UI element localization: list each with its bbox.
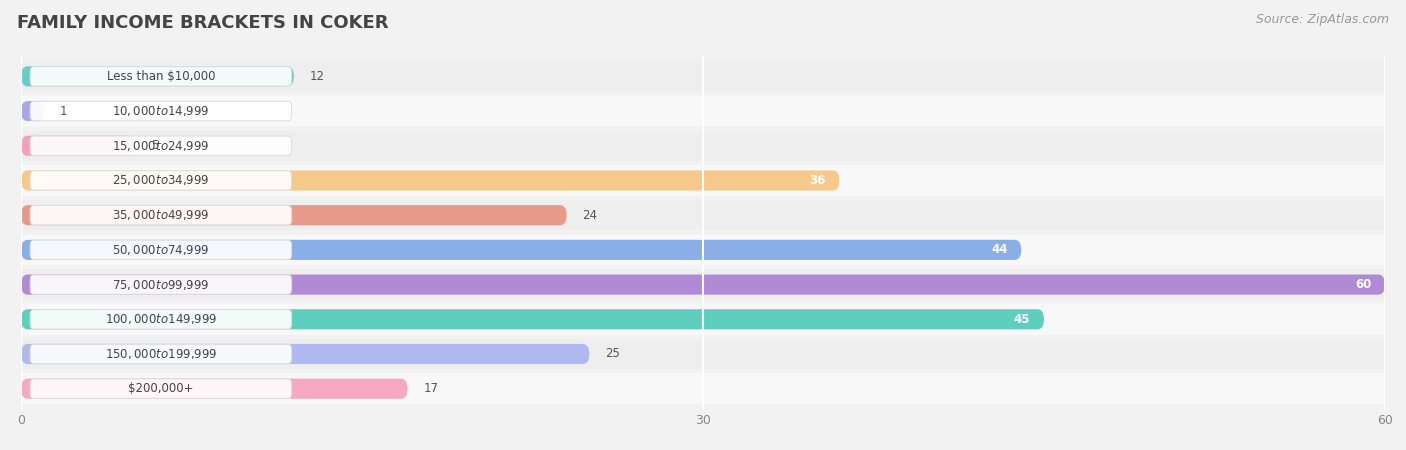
Text: 24: 24 bbox=[582, 209, 598, 222]
Text: 25: 25 bbox=[605, 347, 620, 360]
Text: $150,000 to $199,999: $150,000 to $199,999 bbox=[104, 347, 217, 361]
FancyBboxPatch shape bbox=[21, 344, 589, 364]
Bar bbox=[21, 234, 1385, 265]
FancyBboxPatch shape bbox=[21, 378, 408, 399]
Bar bbox=[21, 61, 1385, 92]
Text: 36: 36 bbox=[810, 174, 825, 187]
FancyBboxPatch shape bbox=[30, 344, 291, 364]
Text: $10,000 to $14,999: $10,000 to $14,999 bbox=[112, 104, 209, 118]
Text: 17: 17 bbox=[423, 382, 439, 395]
FancyBboxPatch shape bbox=[30, 171, 291, 190]
FancyBboxPatch shape bbox=[30, 206, 291, 225]
Text: $50,000 to $74,999: $50,000 to $74,999 bbox=[112, 243, 209, 257]
Text: 44: 44 bbox=[991, 243, 1008, 256]
Bar bbox=[21, 269, 1385, 300]
Text: FAMILY INCOME BRACKETS IN COKER: FAMILY INCOME BRACKETS IN COKER bbox=[17, 14, 388, 32]
Bar bbox=[21, 130, 1385, 161]
FancyBboxPatch shape bbox=[21, 101, 44, 121]
Bar bbox=[21, 304, 1385, 334]
Text: 1: 1 bbox=[59, 104, 67, 117]
FancyBboxPatch shape bbox=[21, 136, 135, 156]
Bar bbox=[21, 374, 1385, 404]
FancyBboxPatch shape bbox=[21, 240, 1021, 260]
Text: $200,000+: $200,000+ bbox=[128, 382, 194, 395]
Text: $35,000 to $49,999: $35,000 to $49,999 bbox=[112, 208, 209, 222]
Text: 5: 5 bbox=[150, 140, 157, 152]
Text: Source: ZipAtlas.com: Source: ZipAtlas.com bbox=[1256, 14, 1389, 27]
Text: $25,000 to $34,999: $25,000 to $34,999 bbox=[112, 174, 209, 188]
FancyBboxPatch shape bbox=[30, 136, 291, 156]
Text: 60: 60 bbox=[1355, 278, 1371, 291]
Text: Less than $10,000: Less than $10,000 bbox=[107, 70, 215, 83]
FancyBboxPatch shape bbox=[21, 309, 1043, 329]
Bar bbox=[21, 165, 1385, 196]
FancyBboxPatch shape bbox=[21, 66, 294, 86]
FancyBboxPatch shape bbox=[21, 205, 567, 225]
Text: $100,000 to $149,999: $100,000 to $149,999 bbox=[104, 312, 217, 326]
FancyBboxPatch shape bbox=[30, 101, 291, 121]
FancyBboxPatch shape bbox=[30, 275, 291, 294]
Text: $75,000 to $99,999: $75,000 to $99,999 bbox=[112, 278, 209, 292]
FancyBboxPatch shape bbox=[21, 171, 839, 190]
FancyBboxPatch shape bbox=[30, 67, 291, 86]
FancyBboxPatch shape bbox=[21, 274, 1385, 295]
Text: 45: 45 bbox=[1014, 313, 1031, 326]
Bar bbox=[21, 200, 1385, 230]
Text: $15,000 to $24,999: $15,000 to $24,999 bbox=[112, 139, 209, 153]
FancyBboxPatch shape bbox=[30, 379, 291, 398]
FancyBboxPatch shape bbox=[30, 310, 291, 329]
Bar bbox=[21, 339, 1385, 369]
Bar bbox=[21, 96, 1385, 126]
FancyBboxPatch shape bbox=[30, 240, 291, 260]
Text: 12: 12 bbox=[309, 70, 325, 83]
